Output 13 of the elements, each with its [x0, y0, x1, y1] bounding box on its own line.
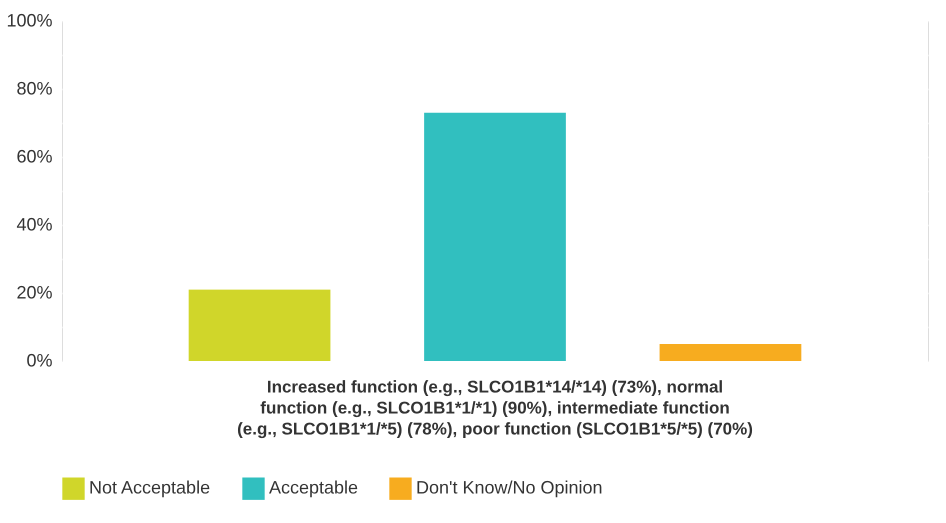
x-tick-label: Increased function (e.g., SLCO1B1*14/*14) (73%), normal function (e.g., SLCO1B1*1/*1) (90%), intermediate function (e.g., SLCO1B1*1/*5) (78%), poor function (SLCO1B1*5/*5) (70%) — [237, 378, 753, 438]
legend-label: Don't Know/No Opinion — [416, 478, 603, 498]
y-tick-label: 60% — [16, 146, 52, 166]
legend-label: Acceptable — [269, 478, 358, 498]
y-tick-label: 80% — [16, 78, 52, 98]
y-tick-label: 100% — [6, 10, 52, 30]
bar — [424, 112, 566, 361]
legend-label: Not Acceptable — [89, 478, 210, 498]
bar — [188, 290, 330, 361]
bar — [660, 344, 802, 361]
y-tick-label: 40% — [16, 214, 52, 234]
y-tick-label: 20% — [16, 282, 52, 302]
y-tick-label: 0% — [26, 350, 52, 370]
